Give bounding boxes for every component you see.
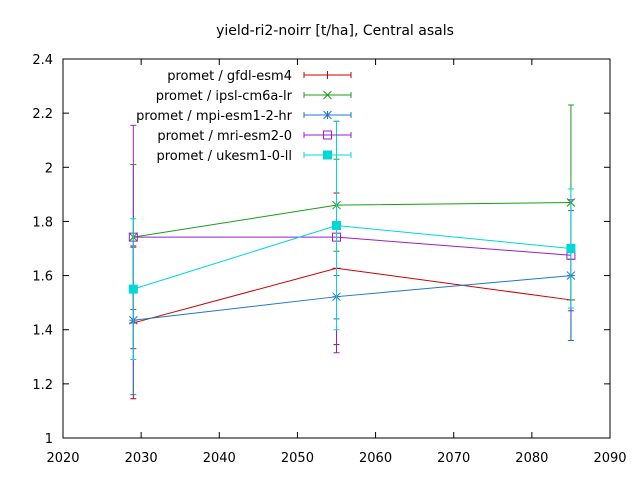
- legend-marker: [323, 90, 332, 100]
- series-4: [128, 120, 576, 360]
- x-tick-label: 2050: [281, 451, 314, 466]
- legend-label: promet / gfdl-esm4: [167, 69, 292, 84]
- x-tick-label: 2030: [125, 451, 158, 466]
- data-point: [128, 284, 138, 294]
- x-tick-label: 2090: [593, 451, 626, 466]
- series-line: [133, 201, 571, 238]
- data-point: [566, 244, 576, 253]
- x-tick-label: 2060: [359, 451, 392, 466]
- y-tick-label: 2: [45, 161, 53, 176]
- y-tick-label: 1.4: [32, 324, 53, 339]
- marker-shape: [323, 130, 332, 140]
- marker-shape: [566, 244, 576, 253]
- series-line: [133, 275, 571, 321]
- marker-shape: [332, 220, 341, 230]
- legend-label: promet / mpi-esm1-2-hr: [136, 109, 292, 124]
- legend-label: promet / ipsl-cm6a-lr: [156, 89, 293, 104]
- y-tick-label: 2.2: [32, 107, 53, 122]
- x-tick-label: 2080: [515, 451, 548, 466]
- legend-marker: [323, 71, 332, 79]
- marker-shape: [323, 150, 332, 160]
- legend-marker: [323, 110, 332, 120]
- marker-stroke: [323, 110, 332, 120]
- y-tick-label: 2.4: [32, 53, 53, 68]
- marker-stroke: [323, 90, 332, 100]
- chart-title: yield-ri2-noirr [t/ha], Central asals: [216, 23, 454, 39]
- y-tick-label: 1: [45, 432, 53, 447]
- legend-label: promet / ukesm1-0-ll: [156, 149, 292, 164]
- x-tick-label: 2020: [46, 451, 79, 466]
- marker-shape: [128, 284, 138, 294]
- y-tick-label: 1.8: [32, 215, 53, 230]
- y-tick-label: 1.6: [32, 270, 53, 285]
- legend-marker: [323, 150, 332, 160]
- x-tick-label: 2040: [203, 451, 236, 466]
- legend-label: promet / mri-esm2-0: [157, 129, 292, 144]
- plot-frame: [62, 58, 611, 439]
- series-line: [133, 236, 571, 256]
- series-line: [133, 224, 571, 290]
- series-0: [129, 192, 575, 400]
- data-point: [332, 220, 341, 230]
- plot-area: 2020 2030 2040 2050 2060 2070 2080 2090 1 1.2 1.4 1…: [32, 53, 626, 466]
- legend: promet / gfdl-esm4 promet / ipsl-cm6a-lr p…: [136, 69, 352, 164]
- legend-marker: [323, 130, 332, 140]
- x-tick-label: 2070: [437, 451, 470, 466]
- y-tick-label: 1.2: [32, 378, 53, 393]
